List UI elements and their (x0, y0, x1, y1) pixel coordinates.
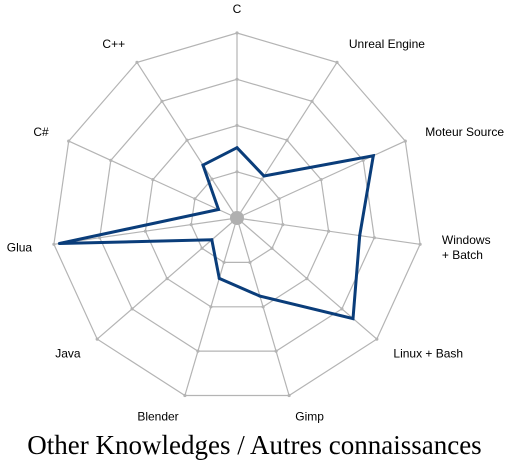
radar-chart: C Unreal Engine Moteur Source Windows + Batc… (7, 2, 505, 424)
radar-spokes (52, 31, 422, 398)
grid-tick-dot (277, 197, 281, 201)
axis-label-5: Gimp (295, 410, 324, 424)
grid-tick-dot (375, 337, 379, 341)
center-marker (230, 211, 244, 225)
series-point-7 (210, 238, 214, 242)
grid-tick-dot (98, 236, 102, 240)
grid-tick-dot (52, 242, 56, 246)
grid-tick-dot (261, 305, 265, 309)
grid-tick-dot (319, 178, 323, 182)
grid-tick-dot (305, 277, 309, 281)
grid-tick-dot (235, 77, 239, 81)
grid-tick-dot (210, 177, 214, 181)
axis-label-4: Linux + Bash (393, 347, 463, 361)
chart-title: Other Knowledges / Autres connaissances (27, 430, 482, 460)
axis-label-0: C (233, 2, 242, 16)
grid-tick-dot (151, 178, 155, 182)
grid-tick-dot (95, 337, 99, 341)
grid-tick-dot (143, 229, 147, 233)
grid-tick-dot (135, 60, 139, 64)
grid-tick-dot (340, 307, 344, 311)
grid-tick-dot (274, 349, 278, 353)
axis-label-1: Unreal Engine (349, 37, 425, 51)
grid-tick-dot (109, 158, 113, 162)
grid-tick-dot (165, 277, 169, 281)
grid-ring-3 (99, 78, 375, 352)
grid-tick-dot (209, 305, 213, 309)
grid-tick-dot (418, 242, 422, 246)
grid-tick-dot (403, 139, 407, 143)
series-point-10 (201, 163, 205, 167)
series-point-0 (235, 146, 239, 150)
axis-label-6: Blender (137, 410, 178, 424)
grid-tick-dot (196, 349, 200, 353)
grid-tick-dot (281, 223, 285, 227)
grid-tick-dot (335, 60, 339, 64)
grid-ring-2 (144, 124, 330, 308)
axis-label-8: Glua (7, 241, 33, 255)
axis-label-10: C++ (102, 37, 125, 51)
grid-tick-dot (260, 177, 264, 181)
radar-grid (53, 32, 421, 397)
grid-tick-dot (222, 260, 226, 264)
grid-tick-dot (372, 236, 376, 240)
grid-tick-dot (183, 393, 187, 398)
axis-label-3: Windows + Batch (442, 233, 491, 262)
grid-ring-4 (53, 32, 421, 397)
axis-label-7: Java (55, 347, 81, 361)
grid-tick-dot (193, 197, 197, 201)
series-line-0 (59, 145, 376, 321)
radar-series (57, 145, 376, 321)
grid-tick-dot (287, 393, 291, 398)
axis-label-2: Moteur Source (425, 125, 504, 139)
grid-tick-dot (160, 99, 164, 103)
grid-tick-dot (200, 246, 204, 250)
grid-ring-1 (190, 171, 284, 263)
grid-tick-dot (327, 229, 331, 233)
series-point-4 (351, 317, 355, 321)
series-point-2 (371, 154, 375, 158)
grid-tick-dot (130, 307, 134, 311)
grid-tick-dot (248, 260, 252, 264)
series-point-5 (258, 294, 262, 298)
grid-tick-dot (361, 158, 365, 162)
series-point-3 (358, 234, 362, 238)
series-point-8 (57, 242, 61, 245)
grid-tick-dot (67, 139, 71, 143)
grid-tick-dot (235, 123, 239, 128)
axis-labels: C Unreal Engine Moteur Source Windows + Batc… (7, 2, 505, 424)
series-point-6 (217, 276, 221, 280)
grid-tick-dot (310, 99, 314, 103)
axis-label-9: C# (33, 125, 49, 139)
grid-tick-dot (185, 138, 189, 142)
grid-tick-dot (189, 223, 193, 227)
series-point-9 (217, 208, 220, 211)
grid-tick-dot (235, 31, 239, 35)
grid-tick-dot (235, 170, 239, 174)
grid-tick-dot (270, 246, 274, 250)
grid-tick-dot (285, 138, 289, 142)
series-point-1 (262, 174, 266, 178)
